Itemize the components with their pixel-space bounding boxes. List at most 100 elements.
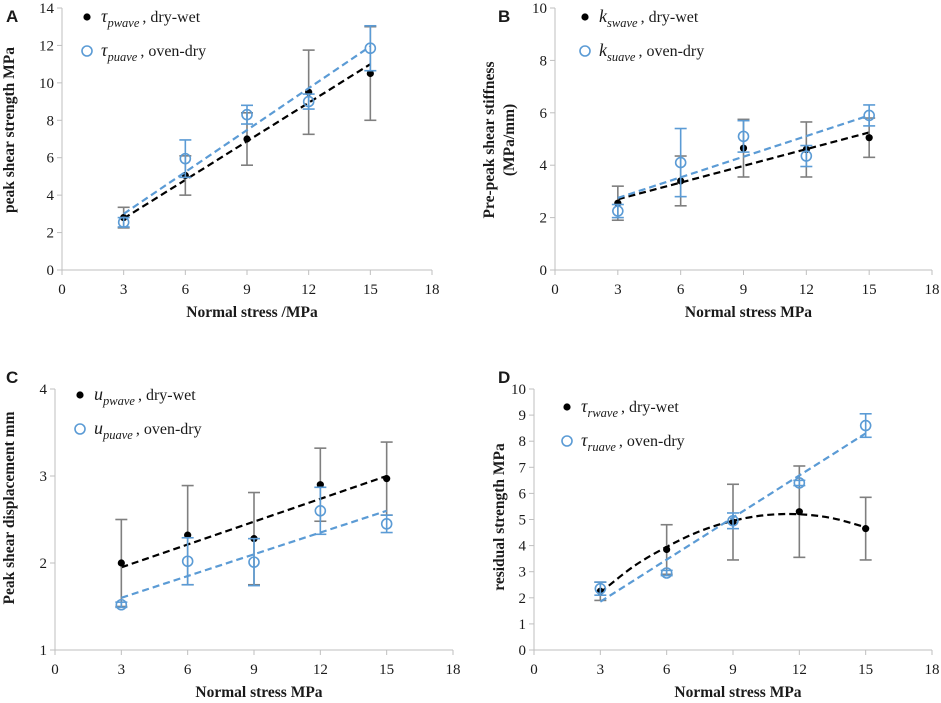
legend-marker	[76, 391, 84, 399]
x-tick-label: 3	[118, 662, 126, 678]
data-point	[793, 477, 806, 489]
data-point	[184, 531, 192, 539]
legend-text: , dry-wet	[621, 399, 679, 416]
data-point	[727, 515, 739, 527]
x-axis-title: Normal stress /MPa	[186, 304, 318, 321]
data-point	[862, 525, 870, 533]
y-tick-label: 0	[519, 643, 527, 659]
x-tick-label: 18	[925, 282, 940, 298]
data-point	[117, 216, 130, 229]
y-tick-label: 9	[519, 408, 527, 424]
series-oven-dry	[611, 104, 876, 219]
x-tick-label: 12	[313, 662, 328, 678]
legend-marker	[83, 13, 91, 21]
x-tick-label: 3	[614, 282, 622, 298]
data-point	[383, 475, 391, 483]
y-axis-title: Peak shear displacement mm	[1, 411, 18, 604]
y-tick-label: 3	[519, 565, 527, 581]
x-tick-label: 18	[446, 662, 461, 678]
panel-b: B 0 3 6 9 12 15 18 0 2 4 6 8 10 Normal stress MPa Pre-p…	[481, 1, 940, 321]
trend-line	[599, 512, 866, 594]
series-dry-wet	[594, 465, 872, 602]
x-tick-label: 12	[799, 282, 814, 298]
y-tick-label: 8	[47, 113, 55, 129]
data-point	[302, 95, 315, 108]
legend-symbol: k	[599, 6, 608, 26]
y-tick-label: 1	[40, 643, 48, 659]
legend-subscript: swave	[607, 16, 638, 30]
y-tick-label: 10	[511, 382, 526, 398]
x-tick-label: 0	[51, 662, 59, 678]
panel-letter: D	[498, 368, 510, 387]
trend-line	[123, 45, 371, 215]
legend-marker	[579, 45, 591, 57]
data-point	[241, 108, 253, 121]
data-point	[243, 135, 251, 143]
data-point	[380, 518, 393, 530]
x-tick-label: 3	[120, 282, 128, 298]
y-tick-label: 0	[540, 263, 548, 279]
legend-text: , dry-wet	[138, 387, 196, 404]
y-tick-label: 3	[40, 469, 48, 485]
x-tick-label: 9	[729, 662, 737, 678]
legend-subscript: rwave	[587, 406, 618, 420]
data-point	[795, 508, 803, 516]
x-tick-label: 9	[250, 662, 258, 678]
panel-letter: A	[6, 7, 18, 26]
legend-marker	[561, 435, 573, 447]
legend-label: upwave, dry-wet	[94, 384, 196, 408]
legend-entry-dry-wet: kswave, dry-wet	[581, 6, 699, 30]
x-tick-label: 15	[363, 282, 378, 298]
y-tick-label: 4	[40, 382, 48, 398]
legend-entry-dry-wet: τrwave, dry-wet	[563, 396, 679, 420]
y-axis-title-line: (MPa/mm)	[501, 104, 518, 176]
y-tick-label: 4	[519, 539, 527, 555]
legend-entry-dry-wet: τpwave, dry-wet	[83, 6, 201, 30]
y-tick-label: 1	[519, 617, 527, 633]
legend-entry-oven-dry: upuave, oven-dry	[74, 418, 202, 442]
y-tick-label: 8	[540, 53, 548, 69]
y-tick-label: 2	[47, 226, 55, 242]
series-oven-dry	[117, 24, 377, 229]
legend-entry-oven-dry: τpuave, oven-dry	[81, 40, 206, 64]
legend-entry-oven-dry: τruave, oven-dry	[561, 430, 685, 454]
legend-marker	[81, 45, 93, 57]
y-tick-label: 10	[532, 1, 547, 17]
x-tick-label: 9	[243, 282, 251, 298]
legend-symbol: u	[94, 418, 103, 438]
x-tick-label: 6	[182, 282, 190, 298]
x-tick-label: 3	[597, 662, 605, 678]
legend-symbol: τ	[581, 430, 588, 450]
legend-symbol: τ	[101, 40, 108, 60]
data-point	[115, 598, 128, 611]
y-tick-label: 2	[540, 211, 548, 227]
data-point	[674, 156, 687, 169]
y-axis-title-line: Pre-peak shear stiffness	[481, 62, 498, 219]
x-tick-label: 15	[858, 662, 873, 678]
legend-entry-oven-dry: ksuave, oven-dry	[579, 40, 704, 64]
data-point	[181, 555, 194, 568]
legend-text: , oven-dry	[140, 43, 206, 60]
data-point	[660, 567, 673, 579]
y-tick-label: 8	[519, 434, 527, 450]
legend-text: , dry-wet	[641, 9, 699, 26]
legend-subscript: pwave	[106, 16, 139, 30]
data-point	[612, 205, 624, 217]
y-tick-label: 5	[519, 513, 527, 529]
data-point	[366, 69, 374, 78]
data-point	[859, 419, 872, 432]
legend-symbol: τ	[101, 6, 108, 26]
series-oven-dry	[115, 486, 393, 611]
x-tick-label: 15	[379, 662, 394, 678]
data-point	[865, 134, 873, 142]
y-tick-label: 14	[39, 1, 55, 17]
x-tick-label: 9	[740, 282, 748, 298]
y-tick-label: 2	[519, 591, 527, 607]
x-axis-title: Normal stress MPa	[685, 304, 812, 321]
legend-symbol: k	[599, 40, 608, 60]
trend-line	[617, 114, 870, 199]
data-point	[594, 582, 607, 595]
legend-marker	[581, 13, 589, 21]
